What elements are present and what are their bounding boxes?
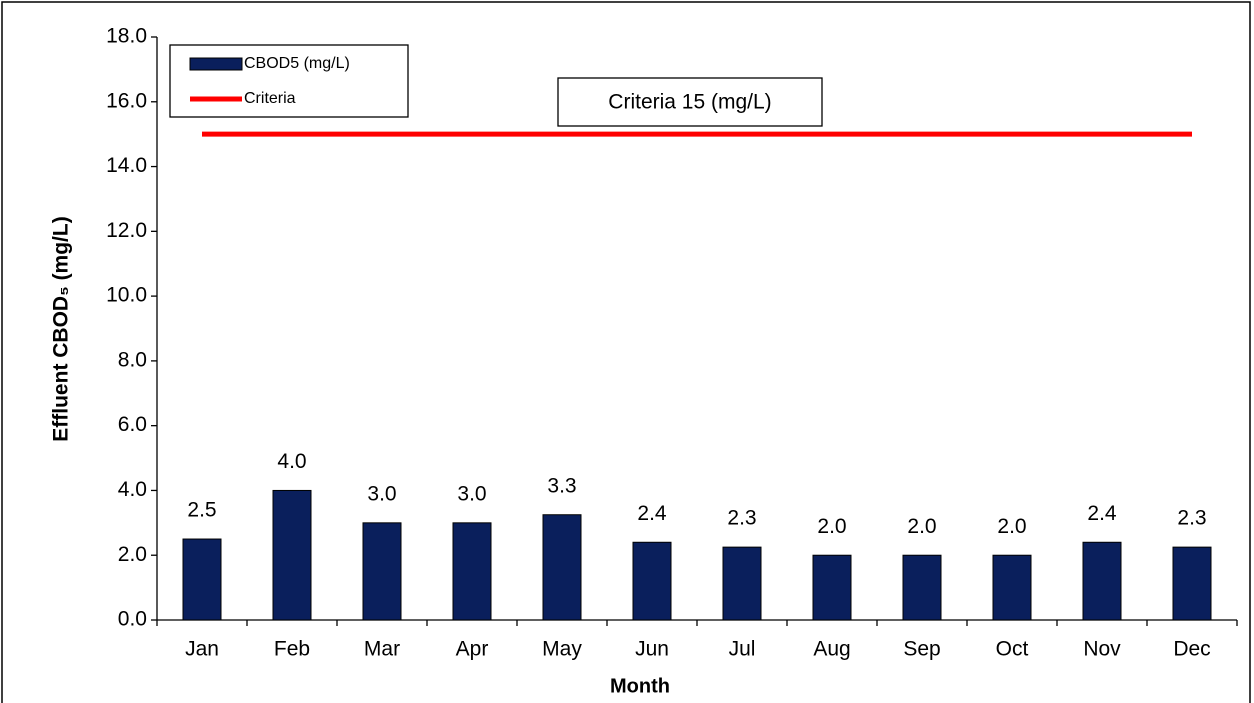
data-label: 2.4 — [1087, 502, 1117, 525]
legend-label: CBOD5 (mg/L) — [244, 55, 350, 72]
x-tick-label: Apr — [456, 638, 489, 661]
y-axis-label: Effluent CBOD₅ (mg/L) — [50, 216, 73, 441]
data-label: 4.0 — [277, 450, 306, 473]
y-tick-label: 16.0 — [106, 89, 147, 112]
annotation-box — [557, 77, 823, 127]
y-tick-label: 10.0 — [106, 284, 147, 307]
bar — [452, 522, 492, 621]
y-tick-label: 18.0 — [106, 25, 147, 48]
x-tick-label: Nov — [1083, 638, 1121, 661]
data-label: 3.3 — [547, 474, 576, 497]
y-tick-label: 2.0 — [118, 543, 147, 566]
bar — [272, 489, 312, 621]
bar — [1172, 546, 1212, 621]
data-label: 2.0 — [907, 515, 936, 538]
x-tick-label: May — [542, 638, 582, 661]
bar — [812, 554, 852, 621]
bar — [542, 514, 582, 621]
bar — [1082, 541, 1122, 621]
x-tick-label: Jan — [185, 638, 219, 661]
legend-box — [169, 44, 409, 118]
bar — [722, 546, 762, 621]
x-axis-label: Month — [610, 675, 670, 697]
annotation: Criteria 15 (mg/L) — [608, 91, 771, 114]
legend-swatch — [189, 57, 243, 71]
x-tick-label: Aug — [813, 638, 850, 661]
bar — [632, 541, 672, 621]
data-label: 3.0 — [457, 482, 486, 505]
x-tick-label: Feb — [274, 638, 310, 661]
data-label: 3.0 — [367, 482, 396, 505]
bar — [182, 538, 222, 621]
x-tick-label: Jun — [635, 638, 669, 661]
bar — [992, 554, 1032, 621]
data-label: 2.4 — [637, 502, 667, 525]
y-tick-label: 0.0 — [118, 608, 147, 631]
legend-label: Criteria — [244, 90, 296, 107]
bar — [362, 522, 402, 621]
data-label: 2.3 — [727, 507, 756, 530]
x-tick-label: Oct — [996, 638, 1029, 661]
x-tick-label: Mar — [364, 638, 400, 661]
y-tick-label: 14.0 — [106, 154, 147, 177]
data-label: 2.3 — [1177, 507, 1206, 530]
y-tick-label: 6.0 — [118, 413, 147, 436]
data-label: 2.0 — [817, 515, 846, 538]
x-tick-label: Dec — [1173, 638, 1210, 661]
y-tick-label: 12.0 — [106, 219, 147, 242]
data-label: 2.0 — [997, 515, 1026, 538]
bar — [902, 554, 942, 621]
y-tick-label: 4.0 — [118, 478, 147, 501]
data-label: 2.5 — [187, 499, 216, 522]
x-tick-label: Sep — [903, 638, 940, 661]
x-tick-label: Jul — [729, 638, 756, 661]
y-tick-label: 8.0 — [118, 348, 147, 371]
